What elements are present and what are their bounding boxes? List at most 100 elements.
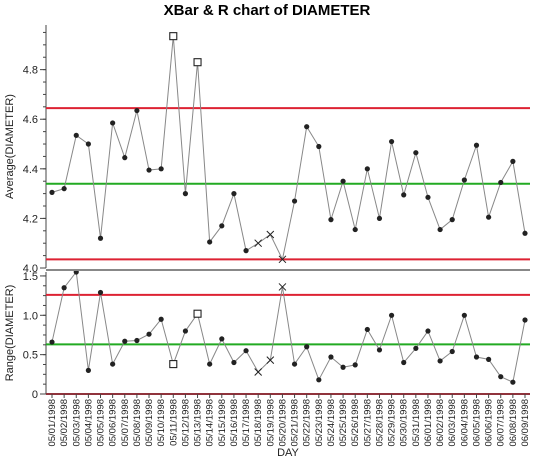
data-point (340, 364, 346, 370)
x-tick-label: 06/07/1998 (496, 399, 507, 447)
data-point (413, 345, 419, 351)
x-tick-label: 05/17/1998 (241, 399, 252, 447)
data-point (498, 374, 504, 380)
data-point (49, 339, 55, 345)
data-point (425, 194, 431, 200)
x-tick-label: 05/29/1998 (387, 399, 398, 447)
data-point (291, 361, 298, 367)
x-tick-label: 05/14/1998 (205, 399, 216, 447)
data-point (85, 141, 91, 147)
data-point (158, 316, 164, 322)
data-point (304, 124, 310, 130)
data-point (134, 337, 140, 344)
x-tick-label: 05/28/1998 (374, 399, 385, 447)
data-point (219, 336, 225, 342)
data-point (510, 158, 516, 164)
data-point (522, 230, 528, 236)
data-point (364, 166, 370, 172)
x-tick-label: 05/15/1998 (217, 399, 228, 447)
data-point-excluded (266, 356, 275, 365)
data-point (243, 348, 249, 354)
data-point (498, 179, 504, 186)
data-point-x-stroke (266, 230, 275, 239)
data-point (207, 239, 213, 245)
data-point (328, 217, 334, 223)
data-point (340, 178, 346, 184)
data-point (461, 177, 467, 183)
x-axis-label: DAY (277, 447, 299, 459)
data-point-excluded (254, 239, 263, 248)
x-axis: 05/01/1998 05/02/1998 05/03/1998 05/04/1998… (46, 269, 531, 447)
x-tick-label: 05/25/1998 (338, 399, 349, 447)
data-point-x-stroke (254, 239, 263, 248)
data-point-x-stroke (278, 255, 287, 264)
data-point-excluded (278, 255, 287, 264)
data-point (449, 217, 455, 223)
data-point-flagged (193, 309, 202, 318)
x-tick-label: 05/01/1998 (47, 399, 58, 447)
data-point (316, 377, 322, 383)
y-tick-label: 4.0 (23, 263, 38, 275)
data-point (182, 191, 189, 197)
x-tick-label: 06/02/1998 (435, 399, 446, 447)
x-tick-label: 05/11/1998 (168, 399, 179, 446)
x-tick-label: 05/16/1998 (229, 399, 240, 447)
data-point-excluded (266, 230, 275, 239)
data-point (146, 167, 152, 173)
x-tick-label: 06/01/1998 (423, 399, 434, 447)
x-tick-label: 06/09/1998 (520, 399, 531, 447)
data-point (146, 331, 152, 337)
y-tick-label: 4.6 (23, 114, 38, 126)
data-point-x-stroke (278, 283, 287, 291)
data-point (522, 317, 528, 323)
data-point (61, 285, 67, 291)
data-point (122, 338, 128, 344)
y-axis-label: Average(DIAMETER) (4, 94, 16, 199)
x-tick-label: 05/06/1998 (108, 399, 119, 447)
data-point (510, 379, 516, 385)
x-tick-label: 05/27/1998 (362, 399, 373, 447)
data-point (61, 186, 67, 192)
data-point-x-stroke (266, 356, 275, 365)
data-point (473, 142, 480, 148)
data-point (110, 120, 116, 126)
data-point (364, 326, 370, 333)
x-tick-label: 05/02/1998 (59, 399, 70, 447)
x-tick-label: 05/30/1998 (399, 399, 410, 447)
y-tick-label: 1.5 (23, 271, 38, 283)
x-tick-label: 05/23/1998 (314, 399, 325, 447)
data-point (134, 107, 140, 114)
data-point (231, 191, 237, 197)
x-tick-label: 05/31/1998 (411, 399, 422, 447)
data-point (486, 356, 492, 362)
x-tick-label: 06/04/1998 (459, 399, 470, 447)
data-point (437, 226, 443, 233)
chart-title: XBar & R chart of DIAMETER (164, 2, 371, 19)
data-point (401, 359, 407, 366)
y-tick-label: 0 (32, 389, 38, 401)
data-point (437, 358, 443, 364)
data-point (243, 248, 249, 254)
data-point (413, 150, 419, 156)
x-tick-label: 06/06/1998 (484, 399, 495, 447)
x-tick-label: 06/05/1998 (471, 399, 482, 447)
data-point (49, 189, 55, 195)
data-line (51, 270, 526, 383)
y-axis-label: Range(DIAMETER) (4, 285, 16, 382)
data-point (207, 361, 213, 367)
data-point (97, 289, 104, 296)
x-tick-label: 05/07/1998 (120, 399, 131, 447)
xbar-panel: 4.0 4.2 4.4 4.6 4.8 Average(DIAMETER) (4, 25, 530, 275)
data-point (449, 348, 455, 355)
x-tick-label: 05/08/1998 (132, 399, 143, 447)
data-point (328, 354, 334, 360)
data-point (376, 347, 383, 353)
data-point (388, 312, 395, 318)
data-point (425, 328, 431, 334)
y-tick-label: 4.8 (23, 65, 38, 77)
data-point (388, 138, 395, 145)
data-point (291, 198, 298, 204)
y-tick-label: 1.0 (23, 310, 38, 322)
